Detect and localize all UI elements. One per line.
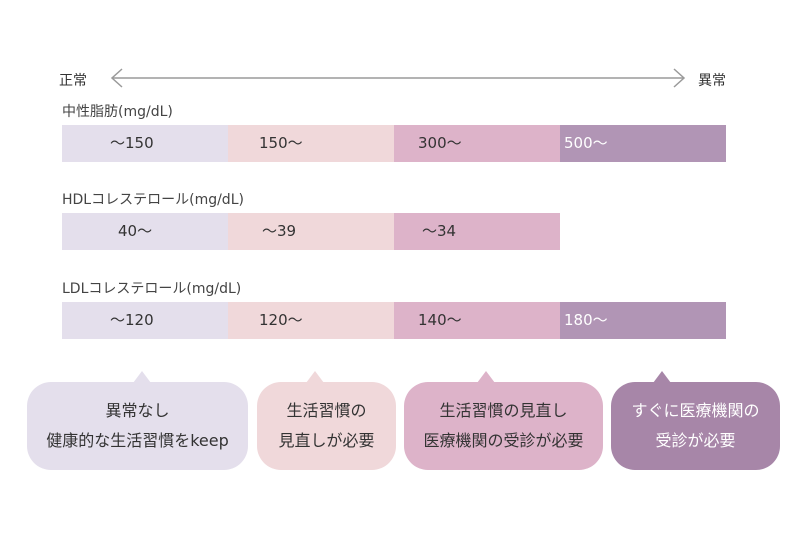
advice-bubble-mild: 生活習慣の 見直しが必要 (257, 371, 396, 470)
advice-line: 生活習慣の (286, 401, 367, 420)
bar-segment-moderate: ～34 (394, 213, 560, 250)
triglyceride-title: 中性脂肪(mg/dL) (62, 104, 173, 120)
bar-segment-normal: 40～ (62, 213, 228, 250)
advice-line: 見直しが必要 (278, 431, 375, 450)
triglyceride-bar: ～150 150～ 300～ 500～ (62, 125, 726, 162)
ldl-bar: ～120 120～ 140～ 180～ (62, 302, 726, 339)
segment-value: 140～ (418, 311, 462, 329)
segment-value: ～120 (110, 311, 154, 329)
segment-value: 500～ (564, 134, 608, 152)
bar-segment-mild: 120～ (228, 302, 394, 339)
bar-segment-moderate: 300～ (394, 125, 560, 162)
hdl-bar: 40～ ～39 ～34 (62, 213, 560, 250)
advice-bubble-moderate: 生活習慣の見直し 医療機関の受診が必要 (404, 371, 603, 470)
advice-line: 異常なし (105, 401, 170, 420)
abnormal-label: 異常 (698, 73, 726, 89)
hdl-title: HDLコレステロール(mg/dL) (62, 192, 244, 208)
bar-segment-severe: 180～ (560, 302, 726, 339)
normal-label: 正常 (59, 73, 87, 89)
bar-segment-normal: ～150 (62, 125, 228, 162)
segment-value: ～34 (422, 222, 457, 240)
advice-line: 生活習慣の見直し (439, 401, 568, 420)
ldl-title: LDLコレステロール(mg/dL) (62, 281, 242, 297)
bar-segment-normal: ～120 (62, 302, 228, 339)
segment-value: ～150 (110, 134, 154, 152)
advice-line: 受診が必要 (655, 431, 736, 450)
segment-value: 300～ (418, 134, 462, 152)
segment-value: 150～ (259, 134, 303, 152)
segment-value: 120～ (259, 311, 303, 329)
double-arrow-icon (110, 68, 686, 88)
segment-value: 180～ (564, 311, 608, 329)
segment-value: 40～ (118, 222, 153, 240)
segment-value: ～39 (262, 222, 297, 240)
bar-segment-mild: 150～ (228, 125, 394, 162)
advice-bubble-normal: 異常なし 健康的な生活習慣をkeep (27, 371, 248, 470)
advice-line: 健康的な生活習慣をkeep (46, 431, 229, 450)
advice-bubble-severe: すぐに医療機関の 受診が必要 (611, 371, 780, 470)
bar-segment-moderate: 140～ (394, 302, 560, 339)
advice-line: すぐに医療機関の (631, 401, 760, 420)
bar-segment-mild: ～39 (228, 213, 394, 250)
advice-line: 医療機関の受診が必要 (423, 431, 584, 450)
bar-segment-severe: 500～ (560, 125, 726, 162)
